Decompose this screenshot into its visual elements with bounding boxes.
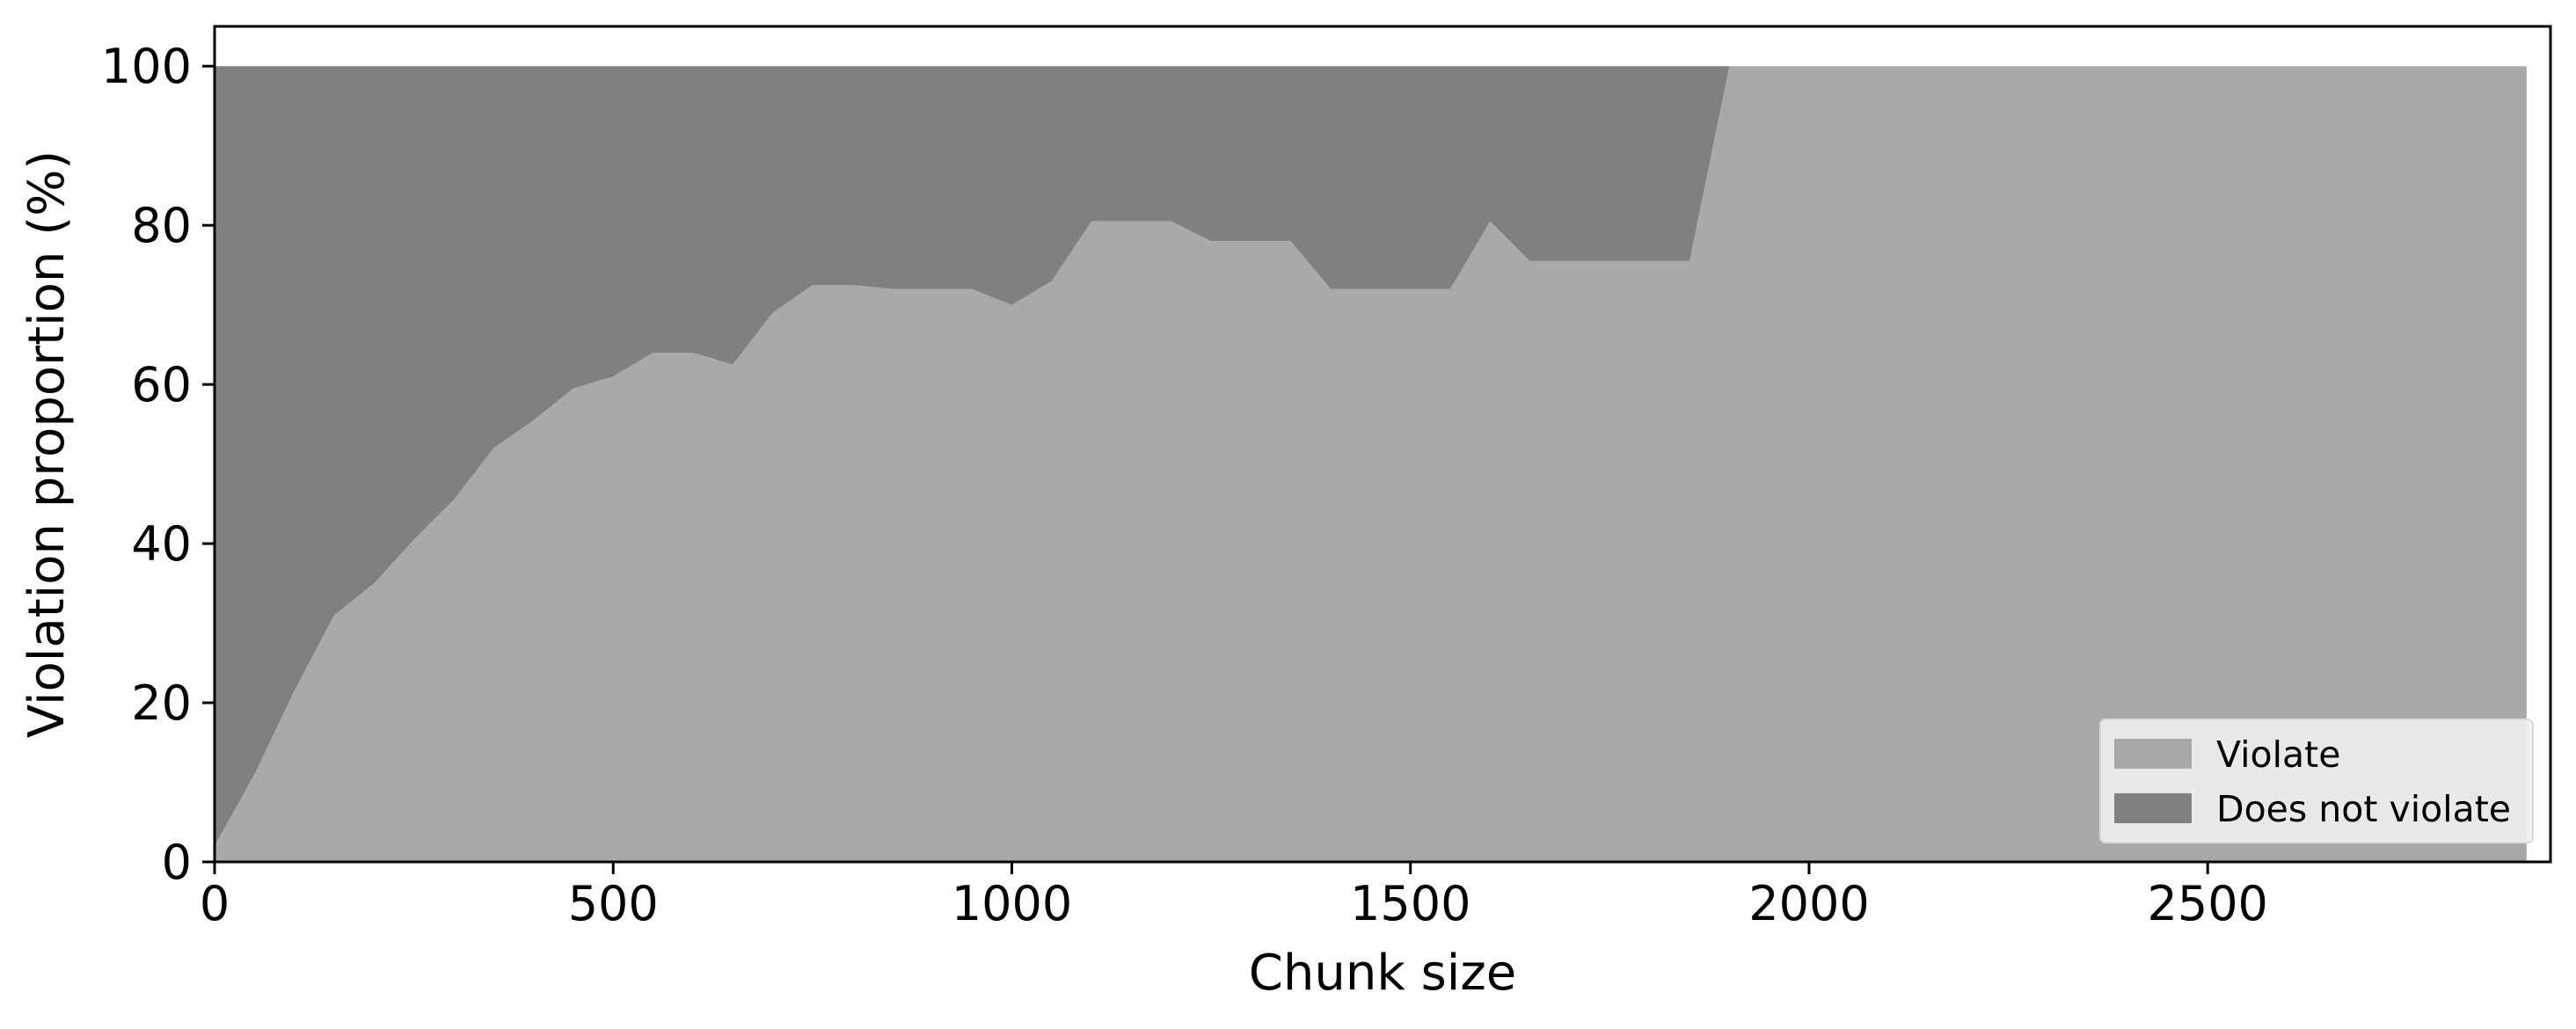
area-does-not-violate	[215, 66, 2527, 846]
plot-frame	[213, 25, 2552, 864]
x-axis: 0 500 1000 1500 2000 2500	[200, 862, 2268, 931]
legend-swatch-does-not-violate	[2114, 793, 2192, 823]
x-tick-label: 500	[568, 876, 659, 931]
area-layer	[215, 66, 2527, 863]
y-axis: 0 20 40 60 80 100	[101, 39, 215, 890]
y-axis-label: Violation proportion (%)	[18, 150, 76, 738]
x-tick-label: 1500	[1350, 876, 1470, 931]
area-violate	[215, 66, 2527, 863]
legend-swatch-violate	[2114, 739, 2192, 769]
x-tick-label: 2000	[1748, 876, 1869, 931]
x-tick-label: 2500	[2147, 876, 2267, 931]
legend-label-violate: Violate	[2216, 733, 2340, 776]
y-tick-label: 100	[101, 39, 192, 94]
y-tick-label: 20	[131, 675, 192, 731]
legend-label-does-not-violate: Does not violate	[2216, 788, 2511, 830]
legend: Violate Does not violate	[2099, 719, 2534, 843]
x-axis-label: Chunk size	[1249, 945, 1516, 1002]
y-tick-label: 80	[131, 198, 192, 253]
y-tick-label: 60	[131, 357, 192, 412]
y-tick-label: 0	[162, 835, 192, 890]
y-tick-label: 40	[131, 516, 192, 572]
legend-box	[2099, 719, 2534, 843]
x-tick-label: 1000	[952, 876, 1072, 931]
x-tick-label: 0	[200, 876, 230, 931]
